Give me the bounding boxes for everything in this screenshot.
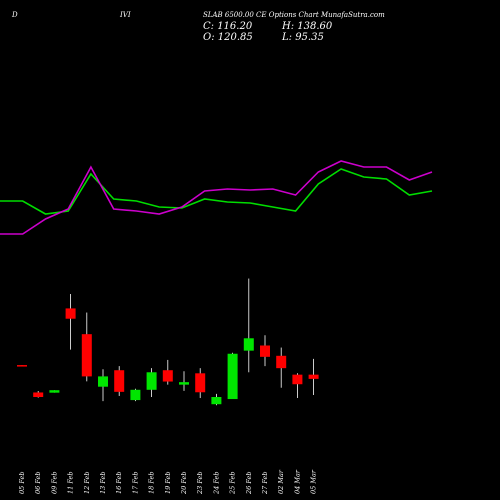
candle-body xyxy=(162,370,173,382)
candle xyxy=(162,359,173,385)
candle-body xyxy=(195,373,206,393)
candle xyxy=(211,393,222,406)
candle xyxy=(130,388,141,402)
x-tick-label: 24 Feb xyxy=(212,472,220,496)
candle xyxy=(292,373,303,399)
candle-body xyxy=(211,397,222,405)
candle-body xyxy=(17,365,27,367)
x-tick-label: 23 Feb xyxy=(196,472,204,496)
x-tick-label: 27 Feb xyxy=(261,472,269,496)
candle xyxy=(98,369,108,402)
x-tick-label: 02 Mar xyxy=(277,469,285,494)
candle xyxy=(114,366,125,396)
candle-body xyxy=(49,390,60,393)
x-tick-label: 16 Feb xyxy=(115,472,123,495)
candle-body xyxy=(308,374,319,379)
indicator-lines xyxy=(0,160,433,235)
candle xyxy=(276,347,287,388)
x-tick-label: 13 Feb xyxy=(99,472,107,495)
x-tick-label: 05 Feb xyxy=(18,472,26,495)
candle xyxy=(179,371,189,391)
candle xyxy=(227,352,238,400)
candle-body xyxy=(130,389,141,401)
candle xyxy=(33,391,44,398)
x-tick-label: 05 Mar xyxy=(310,469,318,494)
candle xyxy=(308,358,319,395)
x-tick-label: 09 Feb xyxy=(50,472,58,495)
x-tick-label: 20 Feb xyxy=(180,472,188,496)
x-tick-label: 06 Feb xyxy=(34,472,42,495)
candles xyxy=(17,278,319,406)
candle-body xyxy=(146,372,157,390)
x-tick-label: 26 Feb xyxy=(245,472,253,496)
high-value-label: H: 138.60 xyxy=(282,21,333,32)
candle-body xyxy=(276,355,287,369)
x-tick-label: 25 Feb xyxy=(229,472,237,496)
candle-body xyxy=(243,338,254,351)
candle xyxy=(81,312,92,382)
lower-indicator-line xyxy=(0,160,433,235)
candle xyxy=(17,365,27,367)
candle-body xyxy=(292,374,303,385)
candle xyxy=(260,335,270,367)
header-code-left: D xyxy=(12,11,18,19)
candle xyxy=(243,278,254,373)
x-tick-label: 12 Feb xyxy=(83,472,91,495)
candle-body xyxy=(33,392,44,397)
x-tick-label: 19 Feb xyxy=(164,472,172,495)
candle-body xyxy=(260,345,270,357)
candle xyxy=(195,368,206,399)
candle-body xyxy=(65,308,76,319)
candle xyxy=(49,390,60,393)
candle-body xyxy=(227,353,238,400)
x-tick-label: 17 Feb xyxy=(131,472,139,495)
candle-body xyxy=(179,382,189,385)
x-tick-label: 18 Feb xyxy=(148,472,156,495)
candle xyxy=(146,368,157,397)
header-code-mid: IVI xyxy=(120,11,131,19)
candle xyxy=(65,294,76,350)
candle-body xyxy=(114,370,125,392)
candle-body xyxy=(98,376,108,387)
x-axis-tick-labels: 05 Feb 06 Feb 09 Feb 11 Feb 12 Feb 13 Feb 16 F… xyxy=(18,469,318,495)
open-value-label: O: 120.85 xyxy=(203,32,253,43)
upper-indicator-line xyxy=(0,168,433,215)
candle-body xyxy=(81,334,92,377)
x-tick-label: 04 Mar xyxy=(293,469,301,494)
close-value-label: C: 116.20 xyxy=(203,21,253,32)
chart-subtitle: SLAB 6500.00 CE Options Chart MunafaSutr… xyxy=(203,11,385,19)
x-tick-label: 11 Feb xyxy=(67,472,75,495)
low-value-label: L: 95.35 xyxy=(282,32,324,43)
